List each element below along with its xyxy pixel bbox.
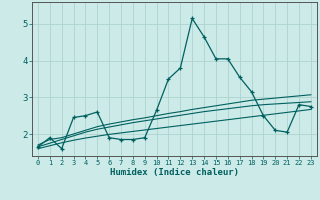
X-axis label: Humidex (Indice chaleur): Humidex (Indice chaleur) xyxy=(110,168,239,177)
